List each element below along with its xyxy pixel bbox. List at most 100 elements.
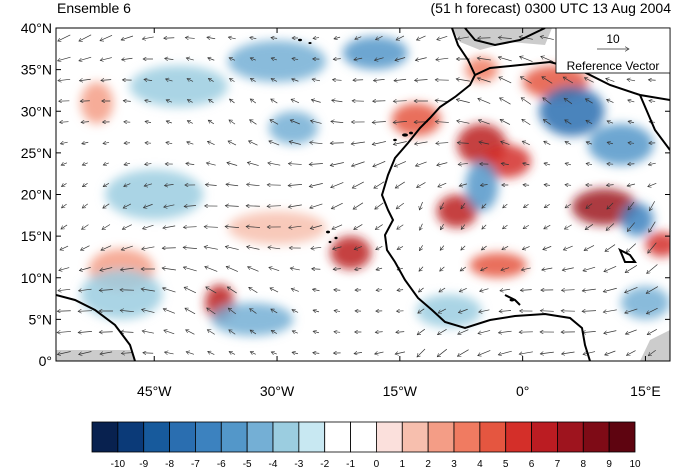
wind-vector [250,120,257,125]
wind-vector [80,245,90,251]
wind-vector [585,98,593,104]
wind-vector [523,185,530,186]
wind-vector [184,205,196,206]
wind-vector [376,246,383,249]
wind-vector [627,222,635,232]
colorbar-swatch [143,421,170,453]
colorbar-label: 5 [503,459,509,470]
wind-vector [310,225,322,228]
wind-vector [586,163,593,164]
wind-vector [395,181,405,189]
lon-tick-label: 45°W [137,383,172,399]
wind-vector [501,163,509,164]
wind-vector [565,120,572,125]
wind-vector [120,268,134,270]
wind-vector [521,98,532,105]
wind-vector [204,227,218,228]
wind-vector [354,58,363,60]
wind-vector [457,143,469,144]
wind-vector [332,80,342,81]
anomaly-blob [105,169,204,220]
wind-vector [373,79,385,80]
colorbar-label: 4 [477,459,483,470]
wind-vector [123,203,132,208]
wind-vector [186,330,195,335]
island-azores-2 [308,42,312,44]
wind-vector [207,37,216,39]
wind-vector [417,182,426,187]
wind-vector [78,331,92,332]
anomaly-blob [416,294,482,328]
colorbar-label: -3 [294,459,303,470]
wind-vector [604,266,617,271]
wind-vector [270,120,279,125]
wind-vector [396,35,405,40]
colorbar-swatch [376,421,403,453]
wind-vector [457,37,469,39]
wind-vector [309,183,323,186]
wind-vector [163,226,176,228]
wind-vector [99,332,113,333]
wind-vector [183,247,197,248]
wind-vector [605,350,616,355]
wind-vector [248,141,258,146]
wind-vector [208,58,215,61]
wind-vector [498,350,512,355]
coastline-arabia [639,94,670,151]
wind-vector [355,37,362,40]
wind-vector [544,224,551,229]
colorbar-label: 2 [425,459,431,470]
wind-vector [164,184,174,185]
wind-vector [353,202,364,210]
wind-vector [437,348,447,357]
wind-vector [59,267,70,271]
islands [298,38,515,302]
wind-vector [372,121,386,122]
wind-vector [648,182,657,186]
wind-vector [563,245,573,250]
wind-vector [229,120,236,125]
wind-vector [82,183,88,187]
wind-vector [502,245,509,249]
anomaly-blob [571,188,638,226]
wind-vector [647,264,658,274]
wind-vector [646,307,658,314]
missing-land-patch-south [56,350,135,361]
wind-vector [61,163,68,165]
wind-vector [60,245,69,250]
wind-vector [459,184,468,186]
wind-vector [582,331,596,332]
wind-vector [520,77,532,84]
wind-vector [103,142,110,143]
wind-vector [187,142,194,144]
wind-vector [121,245,133,250]
wind-vector [142,37,154,39]
anomaly-blob [80,82,114,124]
wind-vector [500,119,511,125]
wind-vector [250,37,257,38]
wind-vector [250,309,257,314]
wind-vector [648,349,656,356]
wind-vector [395,352,406,354]
wind-vector [414,142,428,144]
wind-vector [292,79,299,81]
wind-vector [647,329,658,334]
wind-vector [396,332,405,333]
wind-vector [163,309,175,314]
colorbar-label: -6 [217,459,226,470]
wind-vector [164,205,175,207]
wind-vector [61,183,67,187]
wind-vector [437,328,447,334]
wind-vector [564,224,572,229]
wind-vector [420,223,423,230]
wind-vector [456,99,470,103]
wind-vector [79,267,91,270]
wind-vector [310,203,323,208]
wind-vector [164,330,175,335]
wind-vector [520,56,533,62]
wind-vector [565,142,572,145]
wind-vector [393,121,407,122]
wind-vector [440,202,445,210]
wind-vector [187,121,193,124]
colorbar-swatch [246,421,274,453]
